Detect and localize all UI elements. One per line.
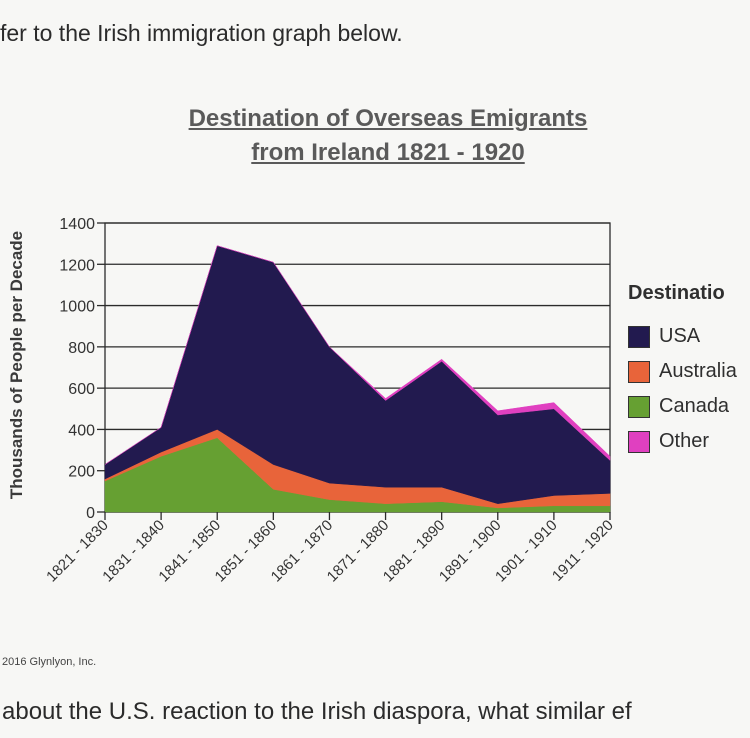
legend-item-usa: USA xyxy=(628,319,737,354)
legend-swatch-canada xyxy=(628,395,650,418)
legend-label-usa: USA xyxy=(659,325,701,347)
legend-swatch-usa xyxy=(628,325,650,348)
legend-item-other: Other xyxy=(628,424,737,459)
legend-label-other: Other xyxy=(659,430,710,452)
legend-swatch-other xyxy=(628,430,650,453)
y-tick-label: 1400 xyxy=(59,216,95,233)
y-tick-label: 800 xyxy=(68,340,95,357)
chart-title-line-2: from Ireland 1821 - 1920 xyxy=(251,139,525,166)
x-tick-label: 1911 - 1920 xyxy=(549,517,617,585)
y-tick-label: 1000 xyxy=(59,299,95,316)
chart-title-line-1: Destination of Overseas Emigrants xyxy=(188,105,588,132)
y-tick-label: 600 xyxy=(68,381,95,398)
legend-swatch-australia xyxy=(628,360,650,383)
legend-title: Destinatio xyxy=(628,282,725,304)
legend-label-canada: Canada xyxy=(659,395,730,417)
legend-label-australia: Australia xyxy=(659,360,737,382)
y-tick-label: 200 xyxy=(68,464,95,481)
y-tick-label: 400 xyxy=(68,422,95,439)
chart-title: Destination of Overseas Emigrants from I… xyxy=(118,102,658,170)
y-axis-label: Thousands of People per Decade xyxy=(7,231,26,499)
series-areas xyxy=(104,245,611,513)
copyright-text: 2016 Glynlyon, Inc. xyxy=(2,656,97,668)
legend-item-australia: Australia xyxy=(628,354,737,389)
legend-item-canada: Canada xyxy=(628,389,737,424)
y-tick-label: 0 xyxy=(86,505,95,522)
question-text: about the U.S. reaction to the Irish dia… xyxy=(2,698,632,725)
intro-text: fer to the Irish immigration graph below… xyxy=(0,20,403,46)
legend: Destinatio USA Australia Canada Other xyxy=(628,282,737,459)
area-other xyxy=(104,245,611,465)
y-tick-label: 1200 xyxy=(59,257,95,274)
